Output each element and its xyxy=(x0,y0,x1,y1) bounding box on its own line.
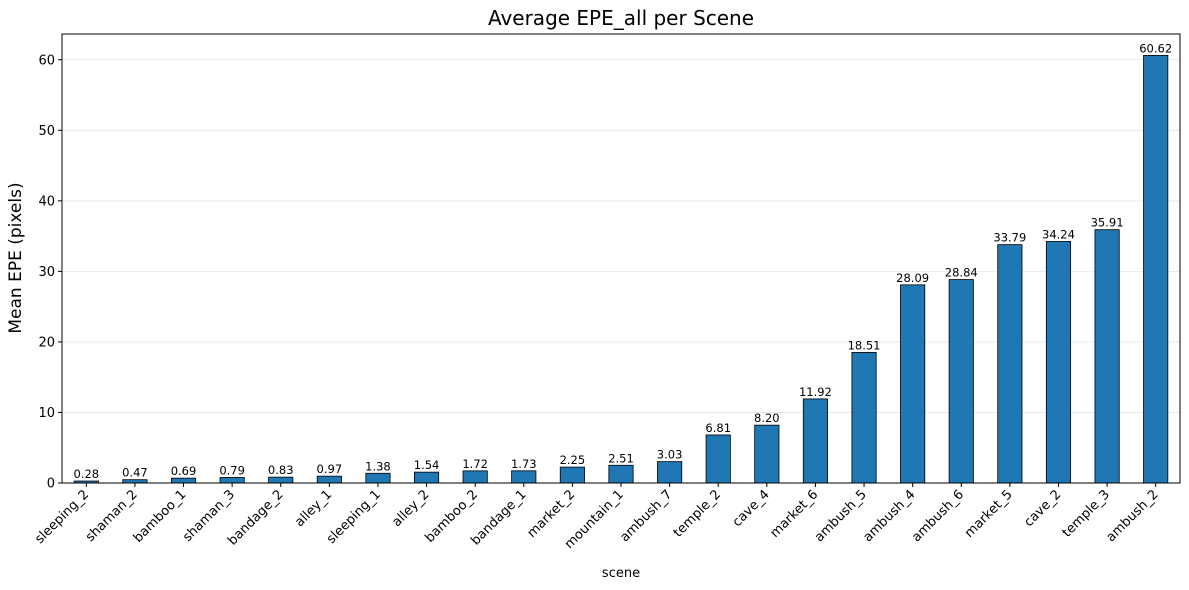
bar-ambush_2 xyxy=(1143,54,1169,484)
data-label-shaman_3: 0.79 xyxy=(219,463,245,477)
bar-market_5 xyxy=(997,244,1023,484)
y-tick-label: 20 xyxy=(38,335,55,350)
y-tick-label: 10 xyxy=(38,406,55,421)
data-label-alley_1: 0.97 xyxy=(317,462,343,476)
x-tick-label-ambush_2: ambush_2 xyxy=(1104,487,1162,545)
bar-market_2 xyxy=(559,466,585,484)
y-tick-label: 40 xyxy=(38,194,55,209)
x-tick-label-alley_1: alley_1 xyxy=(292,487,335,530)
data-label-ambush_2: 60.62 xyxy=(1139,41,1172,55)
bar-temple_2 xyxy=(705,434,731,484)
bar-alley_1 xyxy=(316,475,342,484)
data-label-bandage_1: 1.73 xyxy=(511,457,537,471)
bar-shaman_3 xyxy=(219,477,245,484)
x-tick-label-sleeping_2: sleeping_2 xyxy=(32,487,92,547)
data-label-mountain_1: 2.51 xyxy=(608,451,634,465)
bar-ambush_4 xyxy=(900,284,926,484)
bar-bamboo_2 xyxy=(462,470,488,484)
x-tick-label-ambush_7: ambush_7 xyxy=(618,487,676,545)
grid-lines xyxy=(62,59,1180,413)
y-tick-label: 50 xyxy=(38,124,55,139)
x-axis-label: scene xyxy=(602,566,640,581)
bar-market_6 xyxy=(802,398,828,484)
data-label-market_6: 11.92 xyxy=(799,385,832,399)
y-tick-label: 0 xyxy=(47,477,55,492)
data-label-cave_4: 8.20 xyxy=(754,411,780,425)
x-tick-label-alley_2: alley_2 xyxy=(390,487,433,530)
y-tick-label: 60 xyxy=(38,53,55,68)
bar-cave_4 xyxy=(754,424,780,484)
data-label-sleeping_1: 1.38 xyxy=(365,459,391,473)
bar-mountain_1 xyxy=(608,464,634,484)
bars xyxy=(73,54,1169,484)
x-tick-label-cave_2: cave_2 xyxy=(1021,487,1064,530)
bar-alley_2 xyxy=(414,471,440,484)
x-tick-label-ambush_6: ambush_6 xyxy=(909,487,967,545)
data-label-bamboo_2: 1.72 xyxy=(462,457,488,471)
data-label-shaman_2: 0.47 xyxy=(122,466,148,480)
data-label-cave_2: 34.24 xyxy=(1042,227,1075,241)
bar-ambush_5 xyxy=(851,352,877,484)
x-tick-label-market_5: market_5 xyxy=(962,487,1016,541)
data-label-bandage_2: 0.83 xyxy=(268,463,294,477)
y-axis-ticks: 0 10 20 30 40 50 60 xyxy=(38,53,62,492)
data-label-alley_2: 1.54 xyxy=(414,458,440,472)
data-label-ambush_4: 28.09 xyxy=(896,271,929,285)
bar-ambush_7 xyxy=(657,461,683,484)
data-label-temple_2: 6.81 xyxy=(705,421,731,435)
x-tick-label-bamboo_1: bamboo_1 xyxy=(131,487,190,546)
data-label-sleeping_2: 0.28 xyxy=(73,467,99,481)
bar-cave_2 xyxy=(1045,241,1072,484)
bar-bandage_1 xyxy=(511,470,537,484)
data-label-ambush_6: 28.84 xyxy=(945,266,978,280)
bar-ambush_6 xyxy=(948,279,974,484)
data-label-market_5: 33.79 xyxy=(993,231,1026,245)
data-label-temple_3: 35.91 xyxy=(1091,216,1124,230)
x-tick-label-temple_2: temple_2 xyxy=(671,487,724,540)
chart-title: Average EPE_all per Scene xyxy=(488,6,754,30)
bar-bamboo_1 xyxy=(170,477,197,484)
data-label-ambush_5: 18.51 xyxy=(848,338,881,352)
x-axis-ticks: sleeping_2shaman_2bamboo_1shaman_3bandag… xyxy=(32,483,1162,552)
bar-sleeping_1 xyxy=(365,472,391,484)
data-labels: 0.28 0.47 0.69 0.79 0.83 0.97 1.38 1.54 1.72 1.73… xyxy=(73,41,1172,481)
bar-temple_3 xyxy=(1094,229,1120,484)
y-axis-label: Mean EPE (pixels) xyxy=(6,182,26,333)
bar-bandage_2 xyxy=(268,476,294,484)
data-label-ambush_7: 3.03 xyxy=(657,448,683,462)
data-label-bamboo_1: 0.69 xyxy=(171,464,197,478)
data-label-market_2: 2.25 xyxy=(560,453,586,467)
y-tick-label: 30 xyxy=(38,265,55,280)
x-tick-label-cave_4: cave_4 xyxy=(730,487,773,530)
